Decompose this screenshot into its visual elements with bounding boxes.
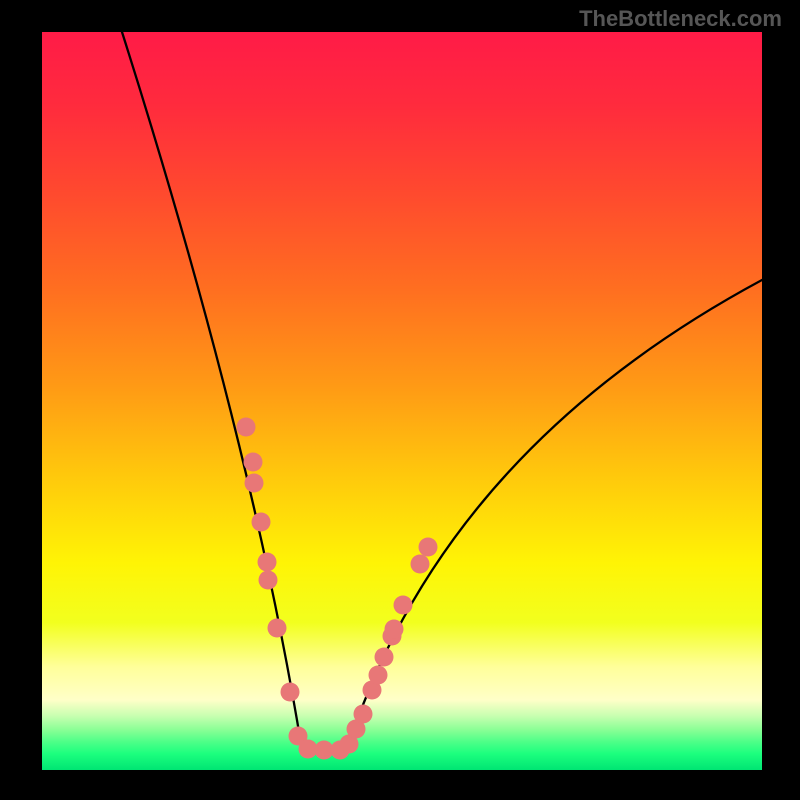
chart-container: TheBottleneck.com — [0, 0, 800, 800]
watermark-text: TheBottleneck.com — [579, 6, 782, 32]
gradient-plot-area — [42, 32, 762, 770]
